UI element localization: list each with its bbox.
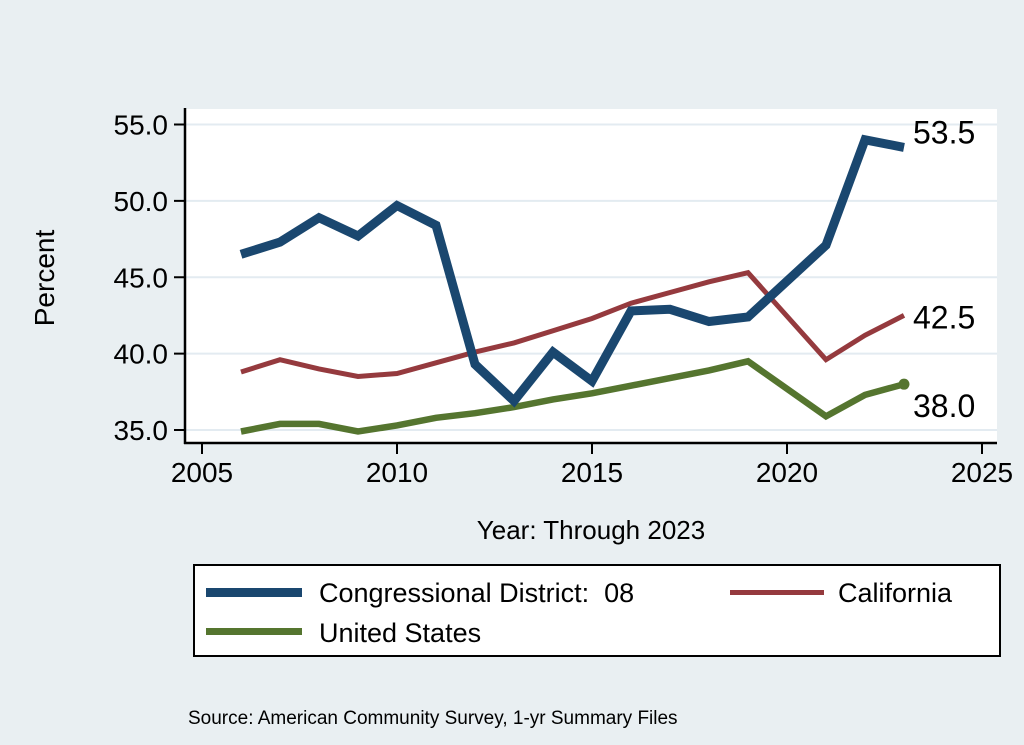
x-tick-label: 2020 (756, 457, 818, 488)
x-axis-title: Year: Through 2023 (476, 515, 706, 545)
y-axis-title: Percent (29, 229, 60, 327)
y-tick-label: 50.0 (114, 186, 169, 217)
series-end-label: 42.5 (913, 299, 975, 335)
y-tick-label: 35.0 (114, 415, 169, 446)
series-end-label: 53.5 (913, 114, 975, 150)
legend-label-district: Congressional District: 08 (319, 578, 635, 608)
source-note: Source: American Community Survey, 1-yr … (188, 666, 876, 745)
series-line-us (240, 357, 905, 435)
x-tick-label: 2015 (561, 457, 623, 488)
plot-background (185, 109, 997, 443)
y-tick-label: 45.0 (114, 262, 169, 293)
legend-label-us: United States (319, 618, 482, 648)
x-tick-label: 2025 (951, 457, 1013, 488)
x-tick-label: 2010 (366, 457, 428, 488)
y-tick-label: 55.0 (114, 110, 169, 141)
legend-label-california: California (838, 578, 953, 608)
legend: Congressional District: 08 California Un… (193, 564, 1001, 657)
series-line-district (239, 134, 905, 408)
x-tick-label: 2005 (171, 457, 233, 488)
series-line-california (240, 269, 906, 380)
series-end-label: 38.0 (913, 388, 975, 424)
legend-swatch-us (206, 628, 302, 635)
legend-swatch-district (206, 588, 302, 597)
source-line: Source: American Community Survey, 1-yr … (188, 708, 678, 729)
legend-swatch-california (730, 590, 824, 595)
y-tick-label: 40.0 (114, 339, 169, 370)
series-end-marker (898, 378, 910, 390)
